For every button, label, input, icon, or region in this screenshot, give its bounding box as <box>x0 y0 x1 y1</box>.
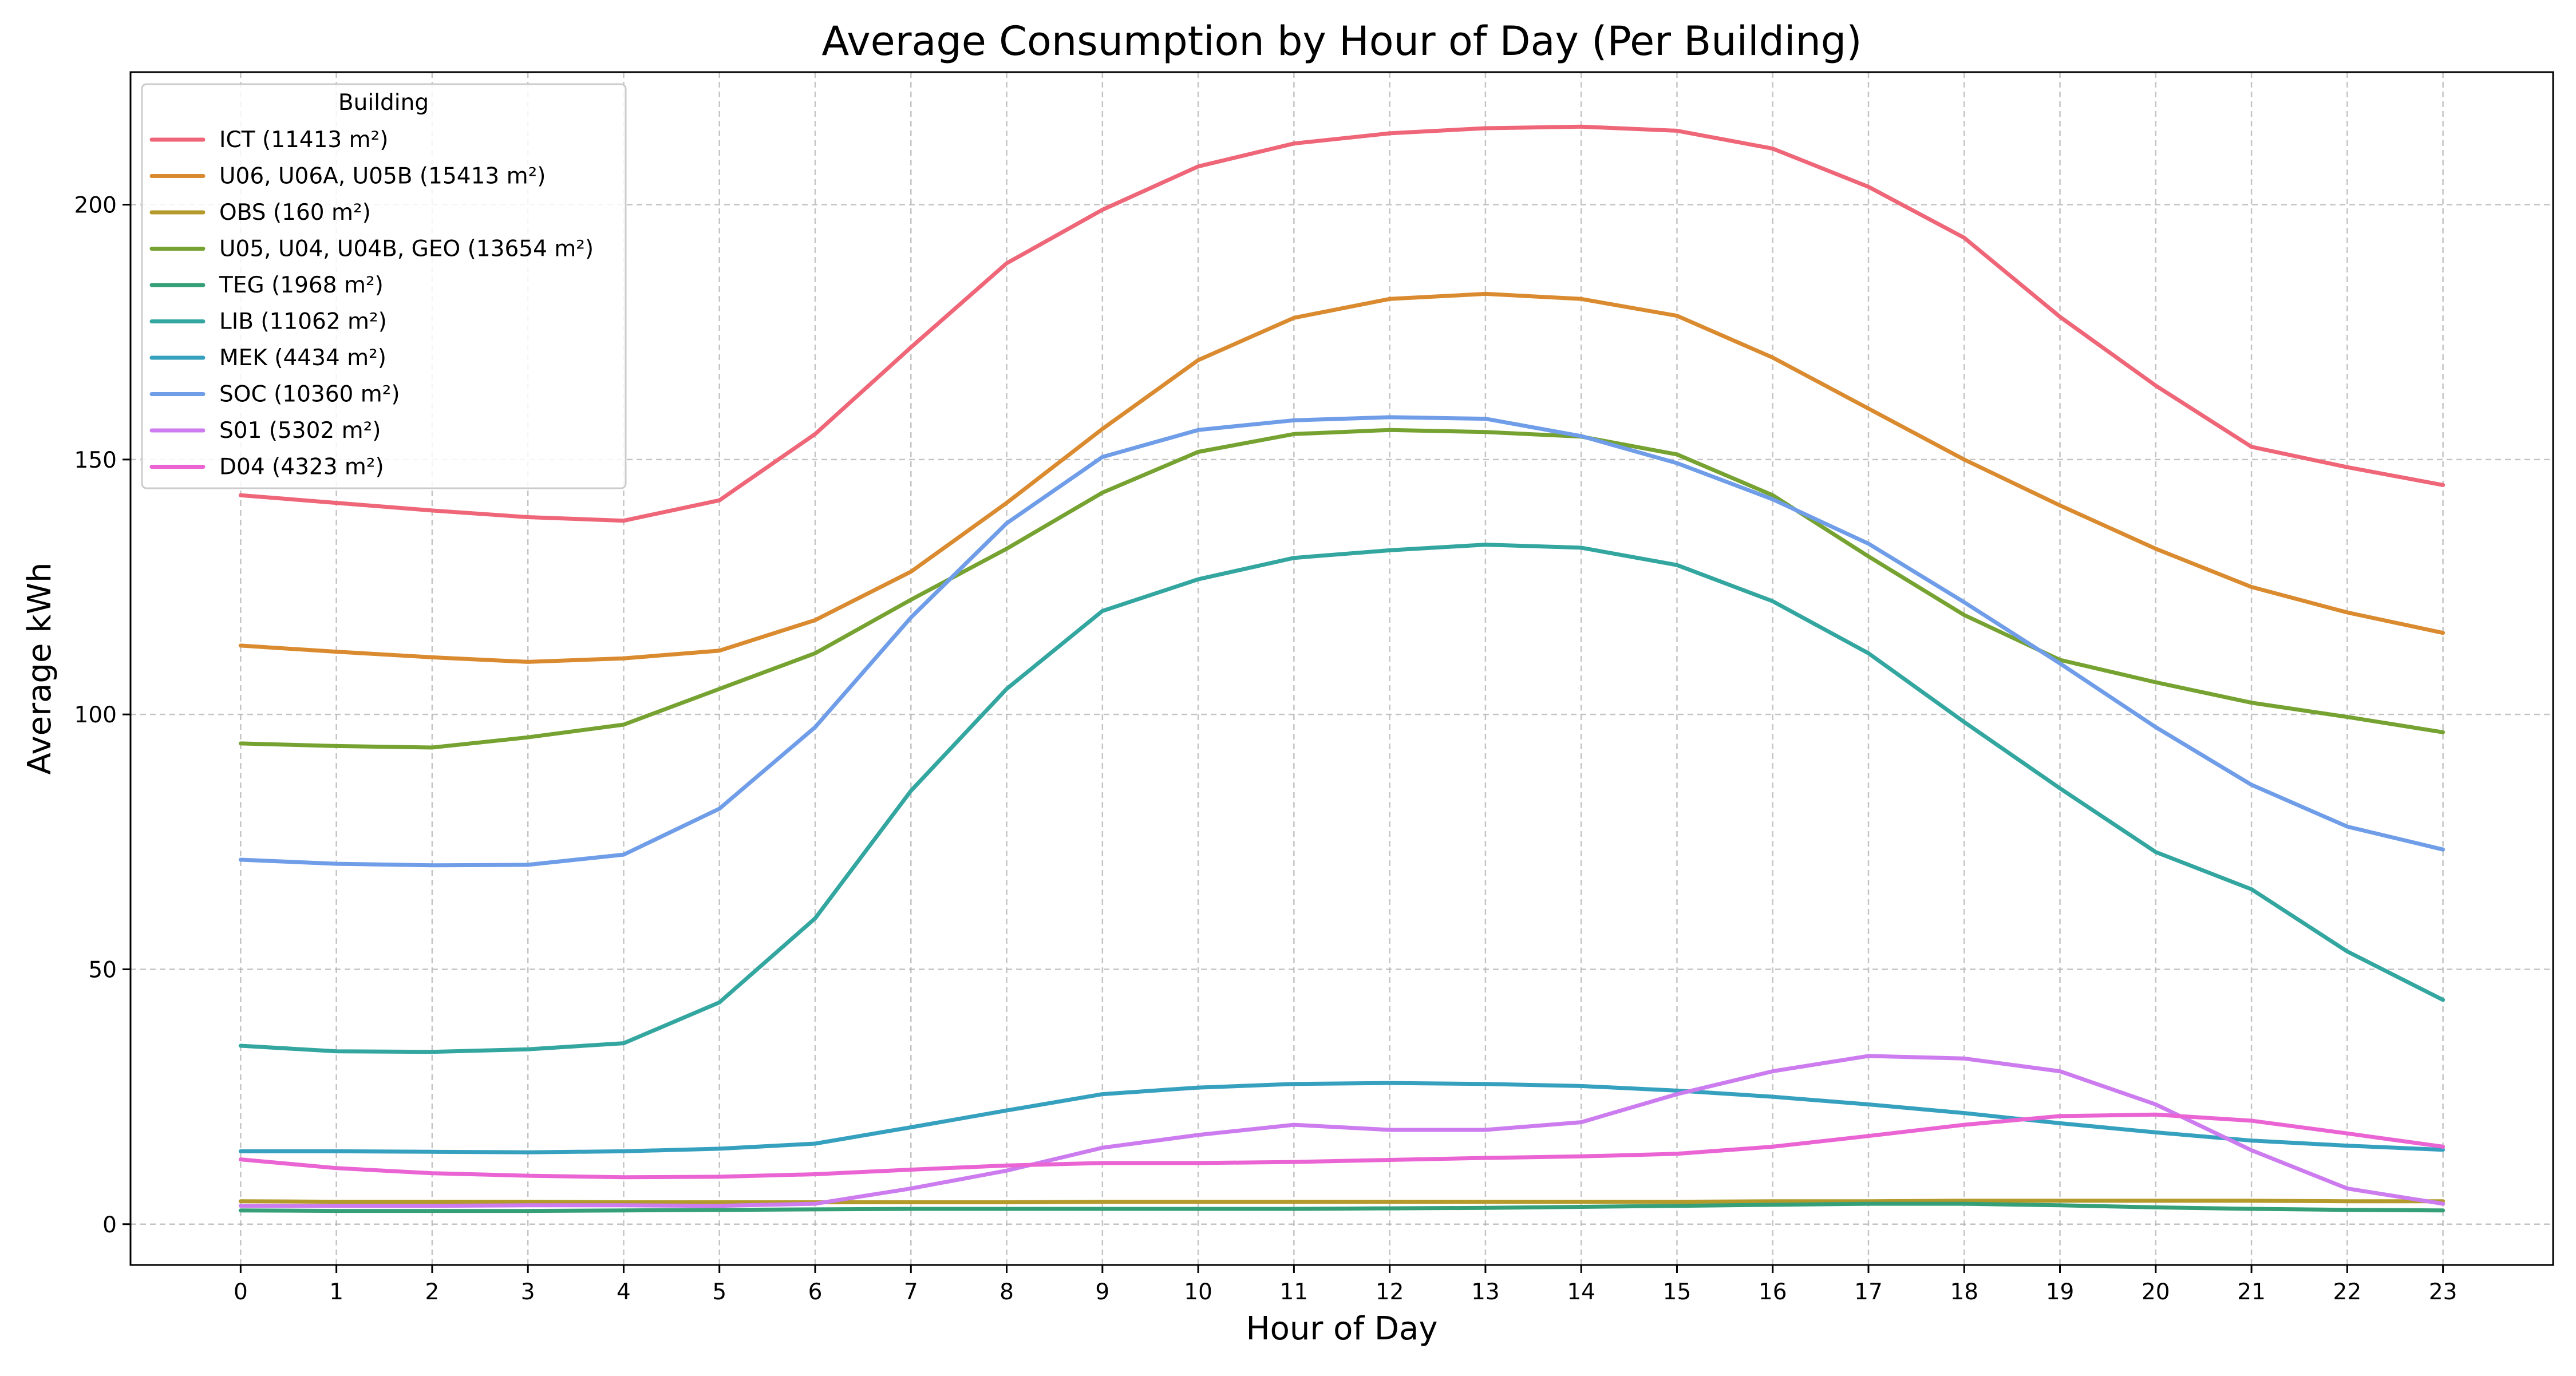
x-tick-label: 15 <box>1663 1279 1692 1305</box>
y-axis-label: Average kWh <box>21 562 58 774</box>
y-tick-label: 200 <box>74 193 117 219</box>
plot-frame <box>129 71 2554 1266</box>
legend-items: ICT (11413 m²) U06, U06A, U05B (15413 m²)… <box>149 127 594 480</box>
x-tick-label: 23 <box>2429 1279 2458 1305</box>
legend-title: Building <box>338 90 429 116</box>
x-tick-label: 1 <box>329 1279 343 1305</box>
x-axis-label: Hour of Day <box>1246 1310 1437 1347</box>
x-tick-label: 16 <box>1759 1279 1787 1305</box>
x-tick-label: 19 <box>2046 1279 2075 1305</box>
x-tick-label: 3 <box>521 1279 535 1305</box>
series-line <box>238 543 2445 1054</box>
chart-title: Average Consumption by Hour of Day (Per … <box>821 18 1862 65</box>
x-tick-label: 20 <box>2142 1279 2170 1305</box>
x-tick-label: 6 <box>808 1279 823 1305</box>
series-line <box>238 1112 2445 1180</box>
series-line <box>238 1054 2445 1208</box>
series-line <box>238 1081 2445 1154</box>
x-tick-label: 11 <box>1280 1279 1309 1305</box>
series-line <box>238 1199 2445 1204</box>
legend-label: SOC (10360 m²) <box>219 382 400 408</box>
x-tick-label: 14 <box>1567 1279 1595 1305</box>
legend-label: U06, U06A, U05B (15413 m²) <box>219 164 546 189</box>
x-tick-label: 2 <box>425 1279 439 1305</box>
series-layer <box>238 124 2445 1213</box>
legend-label: D04 (4323 m²) <box>219 454 384 480</box>
x-tick-label: 10 <box>1184 1279 1212 1305</box>
x-tick-label: 21 <box>2237 1279 2266 1305</box>
x-tick-label: 13 <box>1471 1279 1500 1305</box>
y-tick-label: 50 <box>88 957 117 983</box>
legend-label: TEG (1968 m²) <box>219 272 384 298</box>
series-line <box>238 291 2445 664</box>
x-tick-label: 12 <box>1376 1279 1404 1305</box>
x-tick-label: 22 <box>2333 1279 2362 1305</box>
x-tick-label: 0 <box>234 1279 248 1305</box>
x-tick-label: 9 <box>1095 1279 1109 1305</box>
legend-label: LIB (11062 m²) <box>219 309 387 335</box>
x-tick-label: 5 <box>712 1279 726 1305</box>
series-line <box>238 415 2445 868</box>
legend-label: OBS (160 m²) <box>219 200 371 226</box>
legend-label: U05, U04, U04B, GEO (13654 m²) <box>219 236 594 262</box>
y-tick-label: 0 <box>102 1212 117 1238</box>
x-tick-label: 17 <box>1854 1279 1883 1305</box>
series-line <box>238 428 2445 750</box>
x-tick-label: 8 <box>999 1279 1014 1305</box>
x-tick-label: 18 <box>1950 1279 1978 1305</box>
x-tick-label: 7 <box>904 1279 918 1305</box>
legend: Building ICT (11413 m²) U06, U06A, U05B (… <box>141 83 627 489</box>
series-line <box>238 1201 2445 1213</box>
y-tick-label: 100 <box>74 702 117 728</box>
legend-label: ICT (11413 m²) <box>219 127 388 153</box>
y-tick-label: 150 <box>74 448 117 473</box>
legend-label: MEK (4434 m²) <box>219 345 386 371</box>
x-tick-label: 4 <box>617 1279 631 1305</box>
x-axis-ticks: 0 1 2 3 4 5 6 7 8 9 10 11 12 13 14 15 16 17 18 19 20 21 22 23 <box>234 1265 2458 1305</box>
series-line <box>238 124 2445 523</box>
legend-label: S01 (5302 m²) <box>219 418 381 444</box>
y-axis-ticks: 0 50 100 150 200 <box>74 193 131 1238</box>
legend-box <box>141 83 627 489</box>
